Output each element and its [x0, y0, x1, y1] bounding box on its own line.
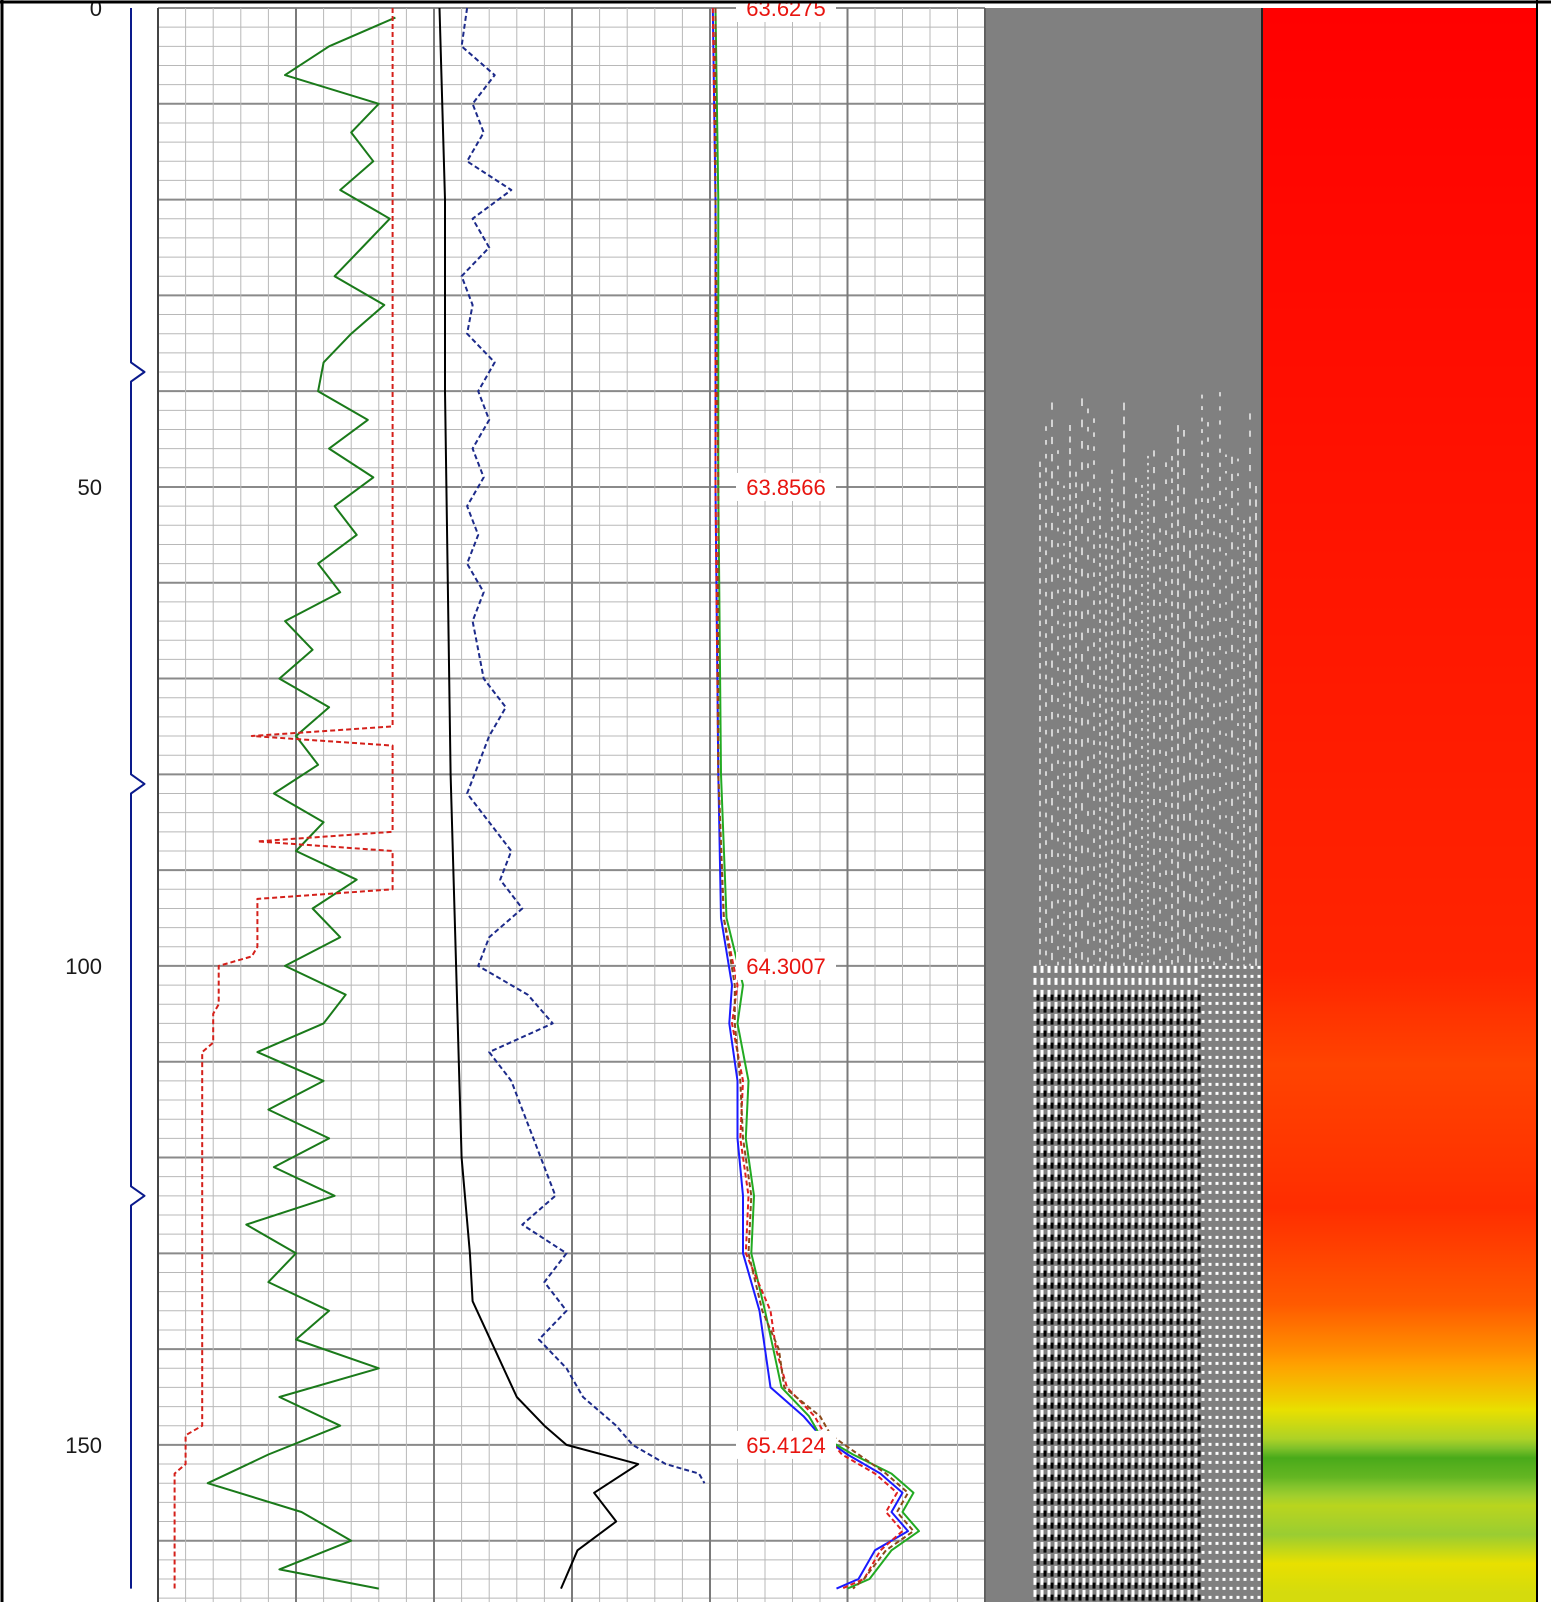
marker-label-background: [736, 0, 836, 22]
time-marker-label: 65.4124: [746, 1433, 826, 1458]
track-4-curve-1: [711, 7, 909, 1590]
time-marker-label: 63.6275: [746, 0, 826, 21]
time-marker-label: 63.8566: [746, 475, 826, 500]
color-map-fill: [1262, 8, 1537, 1602]
marker-label-background: [736, 472, 836, 501]
track-4-curve-3: [711, 7, 904, 1590]
track-4-curve-4: [714, 8, 915, 1590]
track-2-curve-1: [206, 16, 396, 1590]
track-3-curve-2: [460, 7, 706, 1484]
depth-tick-label: 150: [65, 1433, 102, 1458]
marker-label-background: [736, 1430, 836, 1459]
depth-tick-label: 100: [65, 954, 102, 979]
track-2-curve-2: [173, 8, 394, 1589]
time-marker-label: 64.3007: [746, 954, 826, 979]
labels-layer: 0 50 100 150 63.6275 63.8566 64.3007 65.4124: [65, 0, 836, 1459]
depth-tick-label: 0: [90, 0, 102, 21]
track-3-curve-1: [438, 7, 640, 1589]
waveform-track: [985, 8, 1262, 1602]
curves-layer: [130, 7, 920, 1590]
color-map-track: [1262, 8, 1537, 1602]
track-1-curve-1: [130, 8, 146, 1589]
track-4-curve-2: [714, 7, 920, 1590]
depth-tick-label: 50: [78, 475, 102, 500]
marker-label-background: [736, 951, 836, 980]
